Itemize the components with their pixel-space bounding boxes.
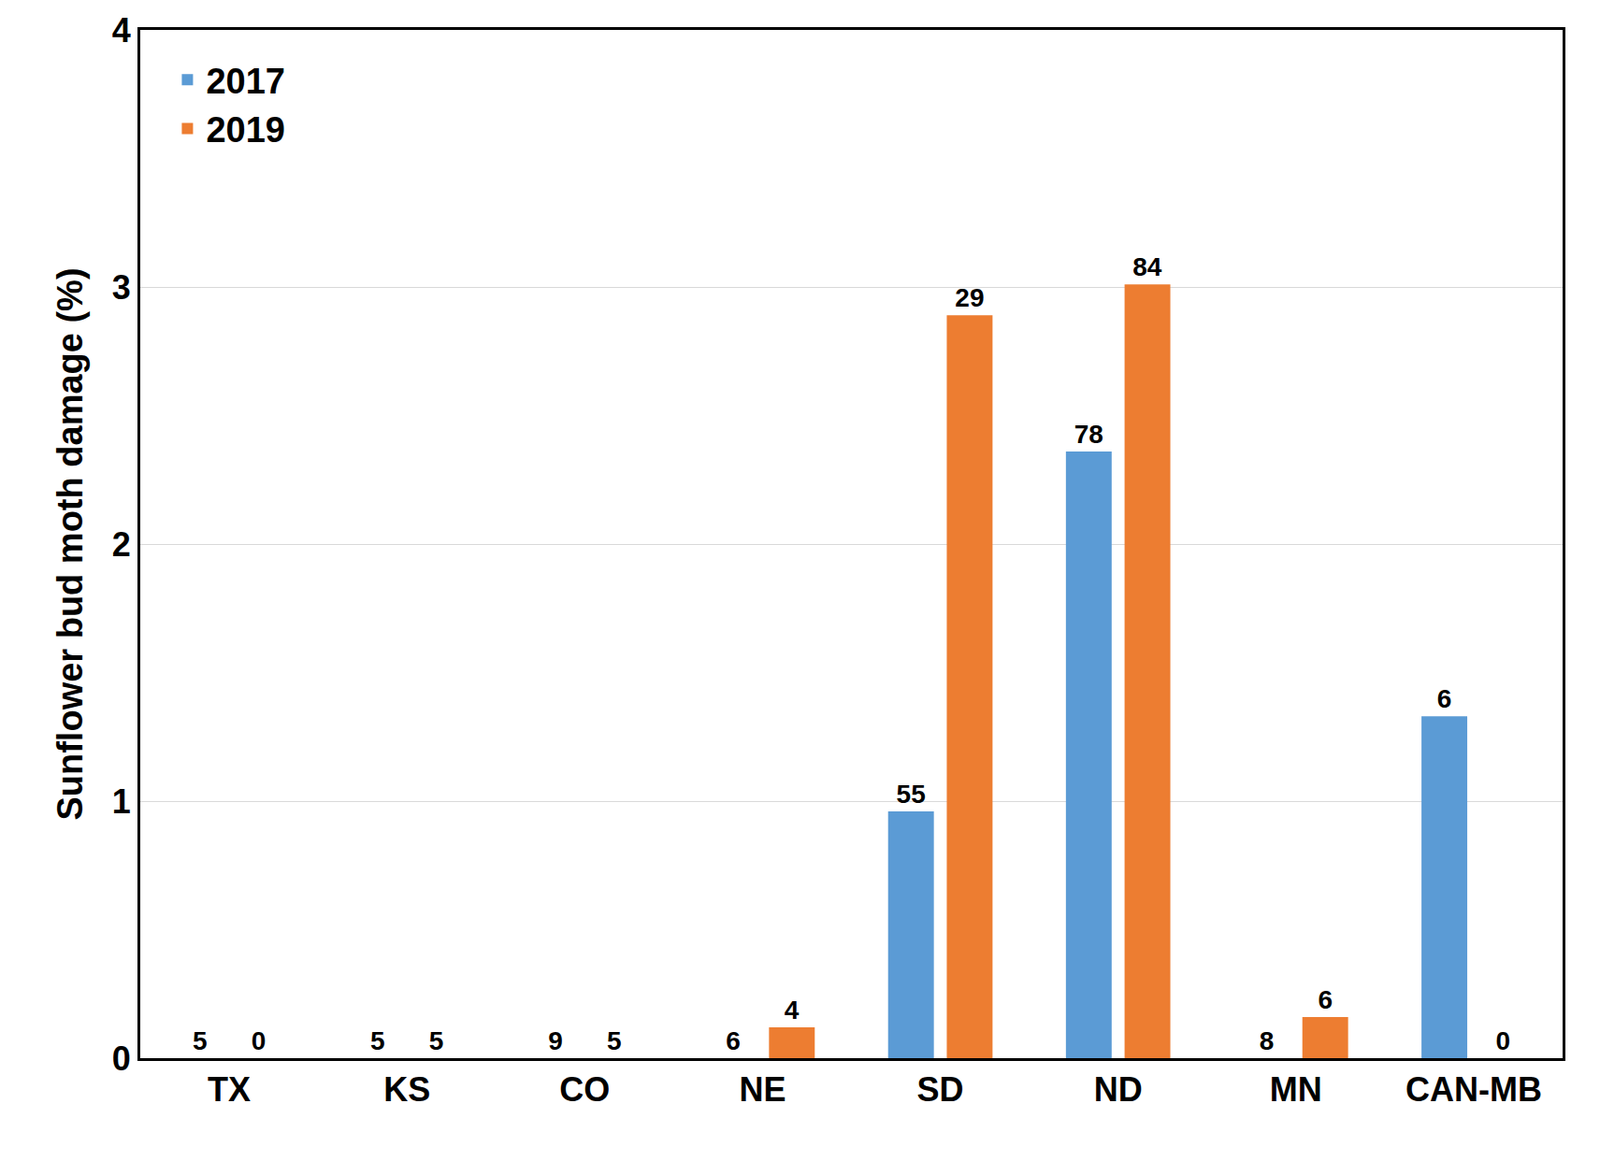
svg-text:TX: TX xyxy=(207,1070,251,1110)
svg-text:6: 6 xyxy=(1317,985,1333,1015)
svg-text:84: 84 xyxy=(1132,252,1163,282)
svg-text:8: 8 xyxy=(1259,1026,1275,1056)
svg-text:5: 5 xyxy=(370,1026,386,1056)
svg-text:0: 0 xyxy=(251,1026,267,1056)
svg-text:29: 29 xyxy=(954,283,984,313)
svg-text:9: 9 xyxy=(547,1026,563,1056)
svg-text:CAN-MB: CAN-MB xyxy=(1405,1070,1543,1110)
svg-text:4: 4 xyxy=(784,995,800,1025)
svg-text:MN: MN xyxy=(1269,1070,1323,1110)
svg-text:SD: SD xyxy=(917,1070,965,1110)
svg-text:5: 5 xyxy=(192,1026,208,1056)
svg-text:2017: 2017 xyxy=(205,61,286,101)
svg-text:55: 55 xyxy=(896,779,926,809)
svg-text:3: 3 xyxy=(112,268,131,307)
svg-text:0: 0 xyxy=(112,1039,131,1079)
svg-text:NE: NE xyxy=(738,1070,786,1110)
svg-text:5: 5 xyxy=(429,1026,445,1056)
svg-text:2019: 2019 xyxy=(205,110,286,150)
svg-text:6: 6 xyxy=(1437,684,1453,714)
svg-text:1: 1 xyxy=(112,782,131,822)
svg-text:Sunflower bud moth damage (%): Sunflower bud moth damage (%) xyxy=(50,267,90,821)
svg-text:0: 0 xyxy=(1496,1026,1512,1056)
svg-text:4: 4 xyxy=(112,11,131,50)
svg-text:KS: KS xyxy=(383,1070,431,1110)
svg-text:2: 2 xyxy=(112,525,131,564)
svg-text:78: 78 xyxy=(1074,419,1104,449)
svg-text:5: 5 xyxy=(606,1026,622,1056)
svg-text:6: 6 xyxy=(725,1026,741,1056)
svg-text:ND: ND xyxy=(1094,1070,1143,1110)
svg-text:CO: CO xyxy=(559,1070,610,1110)
